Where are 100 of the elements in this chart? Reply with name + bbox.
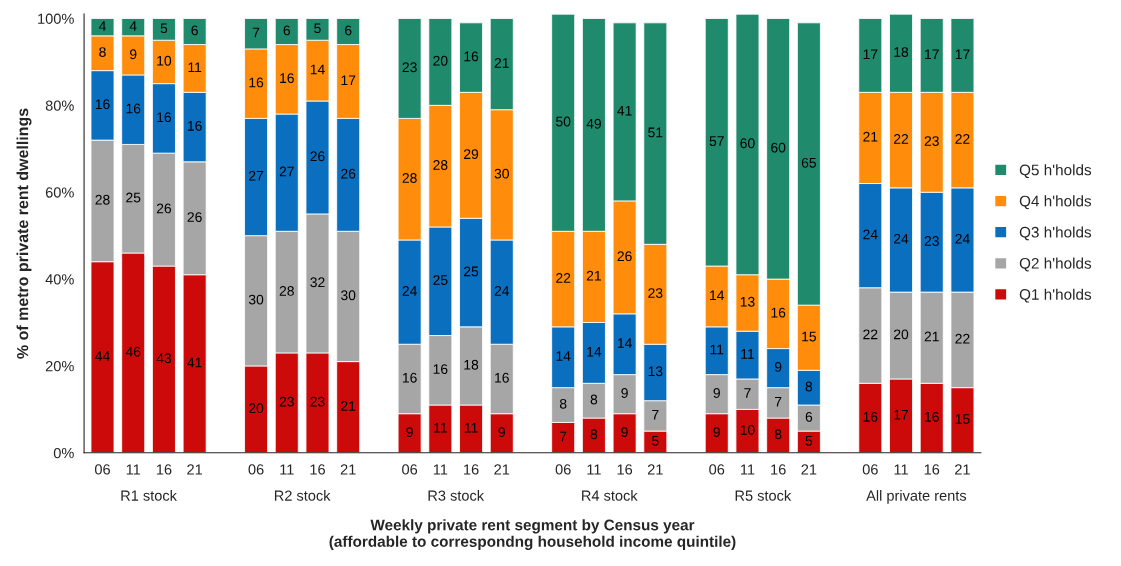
legend-label: Q1 h'holds xyxy=(1019,288,1092,303)
data-label: 22 xyxy=(556,272,571,283)
x-tick-label: 06 xyxy=(709,464,725,475)
data-label: 46 xyxy=(125,346,141,357)
y-tick-label: 40% xyxy=(45,274,74,285)
data-label: 28 xyxy=(402,173,417,183)
data-label: 7 xyxy=(775,396,782,407)
data-label: 24 xyxy=(955,233,970,244)
data-label: 24 xyxy=(863,229,878,240)
legend-label: Q3 h'holds xyxy=(1019,226,1092,241)
data-label: 8 xyxy=(590,394,598,405)
data-label: 14 xyxy=(556,351,571,361)
data-label: 16 xyxy=(249,77,264,88)
x-tick-label: 11 xyxy=(280,464,294,475)
data-label: 9 xyxy=(713,388,720,398)
data-label: 24 xyxy=(402,286,417,296)
y-tick-label: 60% xyxy=(45,187,74,198)
data-label: 23 xyxy=(402,62,417,73)
data-label: 10 xyxy=(740,424,755,435)
x-tick-label: 11 xyxy=(587,464,601,475)
data-label: 23 xyxy=(310,396,325,407)
data-label: 29 xyxy=(464,149,479,160)
data-label: 17 xyxy=(894,409,909,420)
data-label: 5 xyxy=(652,435,659,446)
data-label: 43 xyxy=(156,353,172,364)
data-label: 60 xyxy=(771,142,786,153)
data-label: 4 xyxy=(129,21,137,31)
y-tick-label: 80% xyxy=(45,100,74,111)
data-label: 16 xyxy=(464,51,479,62)
data-label: 4 xyxy=(98,21,106,31)
x-tick-label: 16 xyxy=(156,464,172,475)
legend-label: Q4 h'holds xyxy=(1019,195,1092,210)
data-label: 21 xyxy=(863,131,878,142)
data-label: 26 xyxy=(310,151,325,162)
data-label: 7 xyxy=(560,431,567,442)
data-label: 21 xyxy=(341,401,356,411)
data-label: 30 xyxy=(248,294,264,305)
data-label: 26 xyxy=(617,251,632,262)
data-label: 22 xyxy=(955,333,970,344)
y-axis-title: % of metro private rent dwellings xyxy=(16,108,32,359)
data-label: 16 xyxy=(157,112,172,123)
data-label: 11 xyxy=(434,422,447,433)
x-tick-label: 11 xyxy=(126,464,141,475)
data-label: 9 xyxy=(774,362,782,372)
x-tick-label: 21 xyxy=(647,464,663,475)
data-label: 22 xyxy=(955,133,970,144)
x-tick-label: 06 xyxy=(94,464,110,475)
x-tick-label: 11 xyxy=(433,464,448,475)
x-tick-label: 21 xyxy=(187,464,203,475)
x-tick-label: 16 xyxy=(464,464,479,475)
data-label: 17 xyxy=(955,49,970,59)
text: R1 stock xyxy=(121,490,177,501)
data-label: 26 xyxy=(187,212,202,222)
data-label: 15 xyxy=(802,331,817,342)
data-label: 11 xyxy=(741,349,754,359)
x-tick-label: 16 xyxy=(310,464,325,475)
data-label: 41 xyxy=(187,357,202,368)
text: R3 stock xyxy=(428,490,485,501)
data-label: 9 xyxy=(621,427,628,437)
data-label: 8 xyxy=(774,429,782,440)
data-label: 7 xyxy=(652,409,659,420)
y-tick-label: 100% xyxy=(38,13,74,24)
data-label: 6 xyxy=(805,411,813,422)
x-tick-label: 11 xyxy=(894,464,908,475)
data-label: 25 xyxy=(433,275,448,285)
x-tick-label: 11 xyxy=(741,464,755,475)
x-tick-label: 06 xyxy=(862,464,878,475)
legend-label: Q2 h'holds xyxy=(1019,257,1092,272)
data-label: 7 xyxy=(744,388,751,398)
data-label: 20 xyxy=(894,329,909,340)
x-tick-label: 21 xyxy=(340,464,356,475)
data-label: 28 xyxy=(95,194,110,205)
text: All private rents xyxy=(866,490,967,504)
data-label: 7 xyxy=(252,27,260,38)
data-label: 13 xyxy=(740,296,755,307)
x-tick-label: 16 xyxy=(617,464,633,475)
data-label: 16 xyxy=(187,120,202,131)
data-label: 23 xyxy=(279,396,294,407)
data-label: 22 xyxy=(894,133,909,144)
text: R5 stock xyxy=(735,490,792,501)
data-label: 23 xyxy=(924,236,939,246)
data-label: 28 xyxy=(433,160,448,170)
data-label: 16 xyxy=(95,99,110,110)
x-tick-label: 06 xyxy=(248,464,264,475)
data-label: 51 xyxy=(648,127,663,138)
y-tick-label: 20% xyxy=(45,361,74,372)
data-label: 9 xyxy=(498,427,505,437)
data-label: 14 xyxy=(710,290,725,301)
data-label: 16 xyxy=(433,364,448,375)
data-label: 32 xyxy=(310,277,325,288)
data-label: 41 xyxy=(617,105,632,116)
text: R4 stock xyxy=(582,490,638,501)
x-tick-label: 21 xyxy=(955,464,970,475)
data-label: 8 xyxy=(99,47,106,57)
y-tick-label: 0% xyxy=(53,447,74,459)
data-label: 16 xyxy=(280,73,294,84)
data-label: 21 xyxy=(924,331,939,342)
data-label: 8 xyxy=(590,429,598,440)
data-label: 10 xyxy=(157,55,172,66)
data-label: 27 xyxy=(279,166,294,177)
